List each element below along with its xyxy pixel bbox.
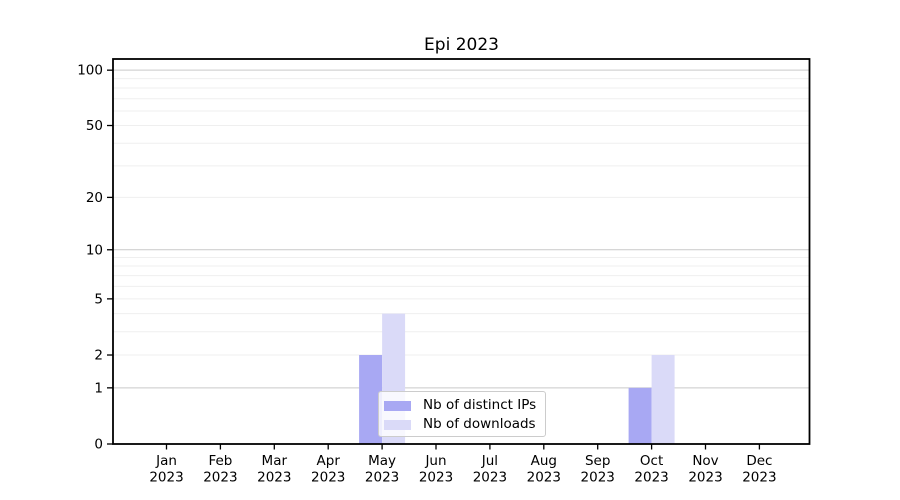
x-tick-label-month: Feb — [208, 453, 232, 469]
x-tick-label-year: 2023 — [311, 470, 345, 486]
x-tick-label-year: 2023 — [473, 470, 507, 486]
y-tick-label: 100 — [77, 63, 103, 79]
x-tick-label-month: Aug — [531, 453, 557, 469]
plot-background — [113, 59, 810, 444]
x-tick-label-year: 2023 — [149, 470, 183, 486]
legend-item-distinct-ips: Nb of distinct IPs — [384, 396, 545, 415]
legend: Nb of distinct IPs Nb of downloads — [378, 391, 546, 437]
x-tick-label-month: Jan — [155, 453, 177, 469]
bar-oct-series0 — [628, 387, 652, 444]
legend-swatch-downloads — [384, 419, 411, 430]
x-tick-label-month: Apr — [317, 453, 341, 469]
y-tick-label: 10 — [86, 242, 103, 258]
y-tick-label: 50 — [86, 118, 103, 134]
axes-spines — [112, 58, 811, 445]
x-tick-label-month: Dec — [746, 453, 772, 469]
x-tick-label-year: 2023 — [742, 470, 776, 486]
x-tick-label-year: 2023 — [581, 470, 615, 486]
legend-label-distinct-ips: Nb of distinct IPs — [423, 397, 537, 413]
x-tick-label-month: Oct — [640, 453, 663, 469]
x-tick-label-year: 2023 — [419, 470, 453, 486]
x-tick-label-year: 2023 — [203, 470, 237, 486]
x-tick-label-year: 2023 — [688, 470, 722, 486]
bar-may-series0 — [359, 355, 383, 444]
legend-label-downloads: Nb of downloads — [423, 416, 536, 432]
x-tick-label-month: Nov — [692, 453, 718, 469]
y-tick-label: 0 — [94, 437, 103, 453]
legend-item-downloads: Nb of downloads — [384, 415, 545, 434]
x-tick-label-month: Jul — [481, 453, 498, 469]
chart-title: Epi 2023 — [424, 35, 499, 55]
x-tick-label-year: 2023 — [527, 470, 561, 486]
x-tick-label-month: May — [368, 453, 396, 469]
y-tick-label: 5 — [94, 291, 103, 307]
x-tick-label-year: 2023 — [634, 470, 668, 486]
legend-swatch-distinct-ips — [384, 400, 411, 411]
x-tick-label-year: 2023 — [365, 470, 399, 486]
x-tick-label-month: Sep — [585, 453, 610, 469]
bar-oct-series1 — [651, 355, 675, 444]
x-tick-label-year: 2023 — [257, 470, 291, 486]
y-tick-label: 1 — [94, 380, 103, 396]
x-tick-label-month: Mar — [262, 453, 288, 469]
y-tick-label: 2 — [94, 348, 103, 364]
y-tick-label: 20 — [86, 190, 103, 206]
x-tick-label-month: Jun — [424, 453, 446, 469]
